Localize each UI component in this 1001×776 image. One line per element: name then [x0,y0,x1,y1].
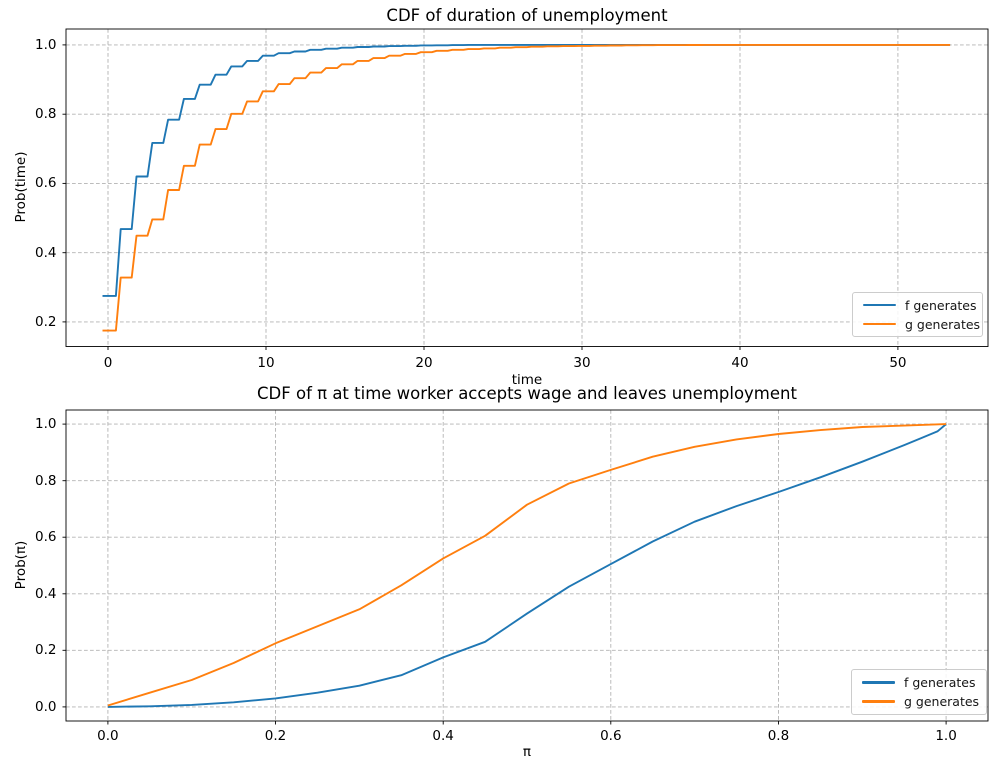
bottom-legend-label-f: f generates [904,674,976,690]
x-tick-label: 10 [257,354,275,371]
y-tick-label: 0.8 [35,472,57,489]
top-legend-label-f: f generates [905,297,977,313]
axes-spines [65,28,989,347]
top-legend-entry-g: g generates [863,316,980,332]
f-line-swatch [862,680,895,684]
top-plot-title: CDF of duration of unemployment [386,6,668,25]
y-tick-label: 0.2 [35,642,57,659]
y-tick-label: 0.0 [35,698,57,715]
x-tick-label: 30 [573,354,591,371]
top-legend: f generates g generates [852,292,983,337]
y-tick-label: 0.8 [35,106,57,123]
axes-spines [65,409,989,722]
g-line-swatch [863,322,896,326]
bottom-legend: f generates g generates [851,669,987,715]
x-tick-label: 1.0 [935,728,957,744]
y-tick-label: 0.6 [35,175,57,192]
series-line-g-generates [102,43,951,332]
bottom-legend-entry-f: f generates [862,674,976,691]
x-tick-label: 0.8 [767,728,790,744]
top-legend-entry-f: f generates [863,297,977,313]
x-tick-label: 0.0 [97,728,119,744]
series-line-f-generates [107,423,947,708]
top-legend-label-g: g generates [905,316,981,332]
bottom-x-axis-label: π [522,744,532,760]
y-tick-label: 0.4 [35,244,57,261]
bottom-legend-label-g: g generates [904,694,980,710]
series-line-g-generates [107,423,947,707]
y-tick-label: 0.2 [35,313,57,330]
y-tick-label: 0.6 [35,529,57,546]
x-tick-label: 0 [103,354,113,371]
bottom-y-axis-label: Prob(π) [13,540,29,590]
y-tick-label: 1.0 [35,36,57,53]
x-tick-label: 50 [889,354,907,371]
f-line-swatch [863,303,896,307]
x-tick-label: 0.6 [600,728,622,744]
x-tick-label: 20 [415,354,433,371]
x-tick-label: 0.4 [432,728,454,744]
series-line-f-generates [102,43,951,297]
bottom-legend-entry-g: g generates [862,694,980,711]
top-x-axis-label: time [511,372,543,388]
x-tick-label: 0.2 [264,728,287,744]
y-tick-label: 0.4 [35,585,57,602]
x-tick-label: 40 [731,354,749,371]
y-tick-label: 1.0 [35,416,57,433]
g-line-swatch [862,700,895,704]
bottom-plot-title: CDF of π at time worker accepts wage and… [257,384,797,403]
